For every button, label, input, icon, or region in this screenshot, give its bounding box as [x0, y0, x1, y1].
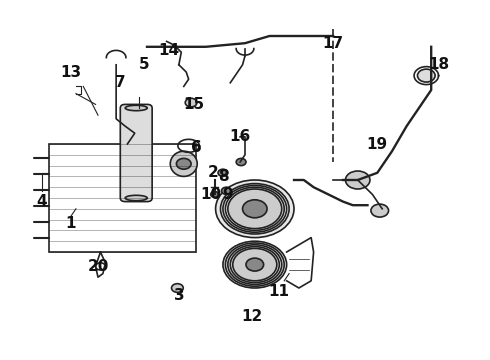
- Text: 20: 20: [87, 259, 109, 274]
- Text: 6: 6: [191, 140, 201, 155]
- Text: 18: 18: [428, 57, 449, 72]
- Circle shape: [211, 192, 219, 197]
- Text: 4: 4: [36, 194, 47, 209]
- Bar: [49, 144, 196, 252]
- Text: 17: 17: [322, 36, 344, 51]
- Text: 9: 9: [222, 187, 233, 202]
- Ellipse shape: [125, 195, 147, 201]
- Circle shape: [236, 158, 246, 166]
- Text: 15: 15: [183, 97, 204, 112]
- Circle shape: [221, 187, 231, 194]
- Circle shape: [371, 204, 389, 217]
- Text: 5: 5: [139, 57, 150, 72]
- Ellipse shape: [171, 151, 197, 176]
- Text: 14: 14: [158, 43, 180, 58]
- Text: 1: 1: [66, 216, 76, 231]
- Text: 13: 13: [60, 64, 82, 80]
- Circle shape: [176, 158, 191, 169]
- Circle shape: [172, 284, 183, 292]
- Text: 7: 7: [115, 75, 125, 90]
- Circle shape: [223, 241, 287, 288]
- Circle shape: [246, 258, 264, 271]
- FancyBboxPatch shape: [121, 104, 152, 202]
- Circle shape: [417, 69, 435, 82]
- Circle shape: [218, 169, 228, 176]
- Circle shape: [216, 180, 294, 238]
- Text: 16: 16: [229, 129, 251, 144]
- Circle shape: [345, 171, 370, 189]
- Text: 3: 3: [173, 288, 184, 303]
- Text: 10: 10: [200, 187, 221, 202]
- Circle shape: [243, 200, 267, 218]
- Circle shape: [185, 98, 197, 107]
- Text: 11: 11: [269, 284, 290, 299]
- Text: 19: 19: [367, 136, 388, 152]
- Ellipse shape: [125, 105, 147, 111]
- Circle shape: [228, 189, 282, 229]
- Text: 2: 2: [208, 165, 219, 180]
- Text: 8: 8: [218, 169, 228, 184]
- Circle shape: [233, 248, 277, 281]
- Text: 12: 12: [242, 309, 263, 324]
